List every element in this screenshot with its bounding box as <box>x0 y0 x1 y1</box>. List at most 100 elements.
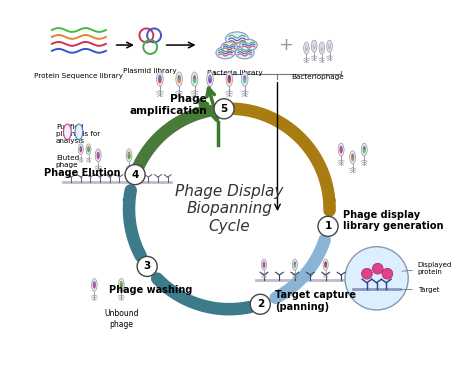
Ellipse shape <box>86 144 91 155</box>
Circle shape <box>318 216 338 236</box>
Text: 1: 1 <box>324 221 332 231</box>
Text: Target capture
(panning): Target capture (panning) <box>275 290 356 312</box>
Ellipse shape <box>64 124 71 140</box>
Ellipse shape <box>120 281 123 289</box>
Ellipse shape <box>338 143 344 156</box>
Circle shape <box>137 257 157 276</box>
Text: Phage Display
Biopanning
Cycle: Phage Display Biopanning Cycle <box>175 184 283 234</box>
Ellipse shape <box>228 75 230 79</box>
Circle shape <box>362 268 373 279</box>
Ellipse shape <box>226 32 248 46</box>
Ellipse shape <box>97 152 99 156</box>
Ellipse shape <box>208 75 212 84</box>
Text: Plasmid library: Plasmid library <box>123 68 177 74</box>
Text: Phage display
library generation: Phage display library generation <box>343 210 443 231</box>
Ellipse shape <box>320 45 323 52</box>
Ellipse shape <box>87 146 90 152</box>
Text: Phage washing: Phage washing <box>109 285 193 295</box>
Ellipse shape <box>324 261 327 268</box>
Text: Bacteria library: Bacteria library <box>207 70 263 76</box>
Ellipse shape <box>323 259 328 270</box>
Ellipse shape <box>207 72 213 86</box>
Text: Phage
amplification: Phage amplification <box>129 94 207 116</box>
Ellipse shape <box>262 259 266 270</box>
Ellipse shape <box>294 262 296 265</box>
Ellipse shape <box>363 146 365 150</box>
Ellipse shape <box>118 279 124 291</box>
Ellipse shape <box>209 75 211 79</box>
Ellipse shape <box>159 75 161 79</box>
Ellipse shape <box>80 146 82 152</box>
Ellipse shape <box>321 45 323 48</box>
Ellipse shape <box>350 151 356 164</box>
Ellipse shape <box>128 152 130 156</box>
Ellipse shape <box>363 146 366 154</box>
Ellipse shape <box>235 47 254 59</box>
Text: Displayed
protein: Displayed protein <box>402 262 452 275</box>
Ellipse shape <box>241 72 248 86</box>
Ellipse shape <box>126 149 132 162</box>
Circle shape <box>382 268 393 279</box>
Ellipse shape <box>228 75 231 84</box>
Ellipse shape <box>243 75 246 84</box>
Ellipse shape <box>240 39 257 51</box>
Text: Phage Elution: Phage Elution <box>44 168 120 178</box>
Ellipse shape <box>327 40 332 52</box>
Ellipse shape <box>263 262 265 265</box>
Ellipse shape <box>93 282 95 285</box>
Text: 5: 5 <box>220 104 228 114</box>
Ellipse shape <box>128 152 131 159</box>
Ellipse shape <box>244 75 246 79</box>
Text: Protein Sequence library: Protein Sequence library <box>35 73 123 79</box>
Ellipse shape <box>325 262 327 265</box>
Text: 3: 3 <box>144 262 151 271</box>
Ellipse shape <box>304 42 309 54</box>
Circle shape <box>214 99 234 119</box>
Ellipse shape <box>75 124 83 140</box>
Ellipse shape <box>361 143 367 156</box>
Text: Unbound
phage: Unbound phage <box>104 309 138 329</box>
Ellipse shape <box>328 43 330 46</box>
Ellipse shape <box>91 279 97 291</box>
Ellipse shape <box>176 72 182 86</box>
Ellipse shape <box>328 43 331 50</box>
Text: 2: 2 <box>256 299 264 309</box>
Text: Target: Target <box>401 287 439 293</box>
Text: Purified
plasmids for
analysis: Purified plasmids for analysis <box>56 124 100 144</box>
Ellipse shape <box>263 261 265 268</box>
Ellipse shape <box>158 75 162 84</box>
Ellipse shape <box>177 75 181 84</box>
Ellipse shape <box>97 152 100 159</box>
Ellipse shape <box>351 153 355 161</box>
Text: Eluted
phage: Eluted phage <box>56 155 79 168</box>
Ellipse shape <box>313 43 316 50</box>
Text: +: + <box>278 36 293 54</box>
Ellipse shape <box>305 45 308 52</box>
Circle shape <box>345 247 408 310</box>
Ellipse shape <box>156 72 163 86</box>
Ellipse shape <box>221 42 237 52</box>
Ellipse shape <box>352 154 354 158</box>
Ellipse shape <box>95 149 101 162</box>
Ellipse shape <box>305 45 307 48</box>
Ellipse shape <box>191 72 198 86</box>
Circle shape <box>250 294 270 314</box>
Circle shape <box>373 263 383 274</box>
Ellipse shape <box>293 261 296 268</box>
Ellipse shape <box>80 147 82 149</box>
Text: Bacteriophage: Bacteriophage <box>292 74 344 80</box>
Ellipse shape <box>226 72 233 86</box>
Ellipse shape <box>78 144 83 155</box>
Text: 4: 4 <box>131 170 139 180</box>
Ellipse shape <box>93 281 96 289</box>
Ellipse shape <box>178 75 180 79</box>
Ellipse shape <box>216 47 235 59</box>
Ellipse shape <box>193 75 196 79</box>
Circle shape <box>125 164 145 185</box>
Ellipse shape <box>339 146 343 154</box>
Ellipse shape <box>319 42 325 54</box>
Ellipse shape <box>292 259 297 270</box>
Ellipse shape <box>313 43 315 46</box>
Ellipse shape <box>88 147 90 149</box>
Ellipse shape <box>311 40 317 52</box>
